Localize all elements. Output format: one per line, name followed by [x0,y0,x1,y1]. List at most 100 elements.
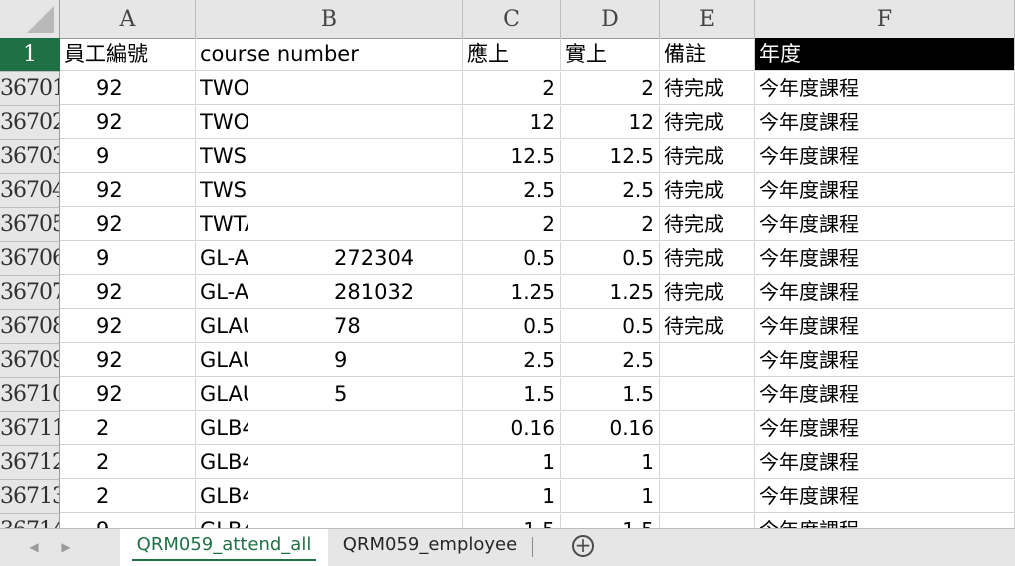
cell-d[interactable]: 1.25 [561,276,660,309]
cell-c[interactable]: 0.5 [463,310,561,343]
cell-e[interactable]: 待完成 [660,208,755,241]
cell-f[interactable]: 今年度課程 [755,412,1015,445]
row-number[interactable]: 36712 [0,446,60,480]
cell-f[interactable]: 今年度課程 [755,242,1015,275]
column-header-e[interactable]: E [660,0,755,38]
cell-f[interactable]: 今年度課程 [755,344,1015,377]
row-number[interactable]: 36710 [0,378,60,412]
row-number[interactable]: 36705 [0,208,60,242]
header-cell-d[interactable]: 實上 [561,38,660,71]
cell-c[interactable]: 2 [463,208,561,241]
cell-b[interactable]: GL-AU 272304 [196,242,463,275]
cell-a[interactable]: 92 [60,174,196,207]
cell-d[interactable]: 1.5 [561,514,660,528]
cell-a[interactable]: 2 [60,480,196,513]
row-number[interactable]: 36707 [0,276,60,310]
row-number[interactable]: 1 [0,38,60,72]
cell-c[interactable]: 0.5 [463,242,561,275]
cell-b[interactable]: TWSS [196,174,463,207]
cell-a[interactable]: 2 [60,446,196,479]
header-cell-c[interactable]: 應上 [463,38,561,71]
sheet-tab-employee[interactable]: QRM059_employee [330,529,530,566]
cell-b[interactable]: GLB4 [196,412,463,445]
cell-c[interactable]: 1 [463,446,561,479]
cell-d[interactable]: 2.5 [561,344,660,377]
row-number[interactable]: 36704 [0,174,60,208]
cell-e[interactable] [660,378,755,411]
cell-f[interactable]: 今年度課程 [755,378,1015,411]
row-number[interactable]: 36709 [0,344,60,378]
select-all-triangle-icon[interactable] [0,0,60,38]
cell-d[interactable]: 2 [561,72,660,105]
cell-a[interactable]: 9 [60,140,196,173]
cell-d[interactable]: 12.5 [561,140,660,173]
cell-c[interactable]: 1.5 [463,378,561,411]
cell-d[interactable]: 2.5 [561,174,660,207]
cell-e[interactable]: 待完成 [660,174,755,207]
column-header-a[interactable]: A [60,0,196,38]
cell-e[interactable]: 待完成 [660,310,755,343]
cell-e[interactable]: 待完成 [660,242,755,275]
cell-e[interactable]: 待完成 [660,276,755,309]
cell-a[interactable]: 92 [60,208,196,241]
cell-b[interactable]: GLAU 5 [196,378,463,411]
cell-e[interactable]: 待完成 [660,72,755,105]
cell-d[interactable]: 0.16 [561,412,660,445]
cell-b[interactable]: TWO [196,106,463,139]
cell-e[interactable] [660,480,755,513]
row-number[interactable]: 36711 [0,412,60,446]
cell-b[interactable]: GLB4 [196,480,463,513]
cell-a[interactable]: 92 [60,276,196,309]
cell-d[interactable]: 2 [561,208,660,241]
cell-c[interactable]: 1.25 [463,276,561,309]
cell-c[interactable]: 1.5 [463,514,561,528]
cell-c[interactable]: 12.5 [463,140,561,173]
cell-e[interactable] [660,514,755,528]
cell-a[interactable]: 92 [60,344,196,377]
cell-b[interactable]: GLAU 9 [196,344,463,377]
row-number[interactable]: 36703 [0,140,60,174]
header-cell-f[interactable]: 年度 [755,38,1015,71]
column-header-d[interactable]: D [561,0,660,38]
cell-a[interactable]: 92 [60,72,196,105]
row-number[interactable]: 36702 [0,106,60,140]
cell-f[interactable]: 今年度課程 [755,514,1015,528]
chevron-right-icon[interactable]: ▶ [61,540,71,554]
cell-e[interactable] [660,344,755,377]
select-all-corner[interactable] [0,0,60,38]
cell-b[interactable]: TWSS [196,140,463,173]
header-cell-e[interactable]: 備註 [660,38,755,71]
plus-circle-icon[interactable]: + [572,535,594,557]
cell-d[interactable]: 0.5 [561,310,660,343]
row-number[interactable]: 36706 [0,242,60,276]
cell-c[interactable]: 0.16 [463,412,561,445]
cell-f[interactable]: 今年度課程 [755,174,1015,207]
cell-f[interactable]: 今年度課程 [755,208,1015,241]
cell-f[interactable]: 今年度課程 [755,310,1015,343]
cell-f[interactable]: 今年度課程 [755,106,1015,139]
cell-a[interactable]: 92 [60,378,196,411]
cell-f[interactable]: 今年度課程 [755,140,1015,173]
column-header-c[interactable]: C [463,0,561,38]
column-header-f[interactable]: F [755,0,1015,38]
cell-c[interactable]: 2.5 [463,174,561,207]
row-number[interactable]: 36708 [0,310,60,344]
cell-e[interactable] [660,412,755,445]
cell-b[interactable]: TWO [196,72,463,105]
cell-b[interactable]: GLB4 [196,446,463,479]
cell-d[interactable]: 1 [561,446,660,479]
cell-b[interactable]: GLAU 78 [196,310,463,343]
cell-b[interactable]: GL-AU 281032 [196,276,463,309]
cell-c[interactable]: 1 [463,480,561,513]
header-cell-b[interactable]: course number [196,38,463,71]
cell-c[interactable]: 2 [463,72,561,105]
cell-d[interactable]: 1 [561,480,660,513]
sheet-tab-attend-all[interactable]: QRM059_attend_all [120,529,328,566]
cell-f[interactable]: 今年度課程 [755,446,1015,479]
column-header-b[interactable]: B [196,0,463,38]
row-number[interactable]: 36714 [0,514,60,528]
cell-f[interactable]: 今年度課程 [755,480,1015,513]
cell-a[interactable]: 92 [60,310,196,343]
header-cell-a[interactable]: 員工編號 [60,38,196,71]
